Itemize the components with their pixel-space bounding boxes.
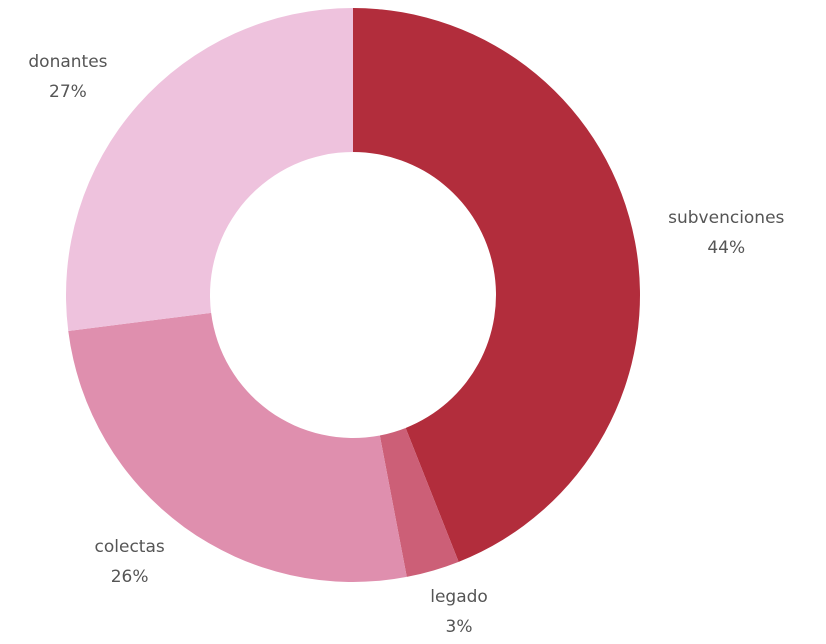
donut-slice <box>379 427 459 577</box>
slice-label: donantes <box>28 52 107 72</box>
slice-label: colectas <box>95 537 165 557</box>
donut-slice <box>353 8 641 562</box>
slice-value: 26% <box>111 567 149 587</box>
slice-label: legado <box>430 587 488 607</box>
donut-slice <box>65 8 353 331</box>
donut-slice <box>68 312 407 582</box>
slice-value: 44% <box>707 238 745 258</box>
slice-label: subvenciones <box>668 208 784 228</box>
slice-value: 3% <box>446 617 473 637</box>
slice-value: 27% <box>49 82 87 102</box>
